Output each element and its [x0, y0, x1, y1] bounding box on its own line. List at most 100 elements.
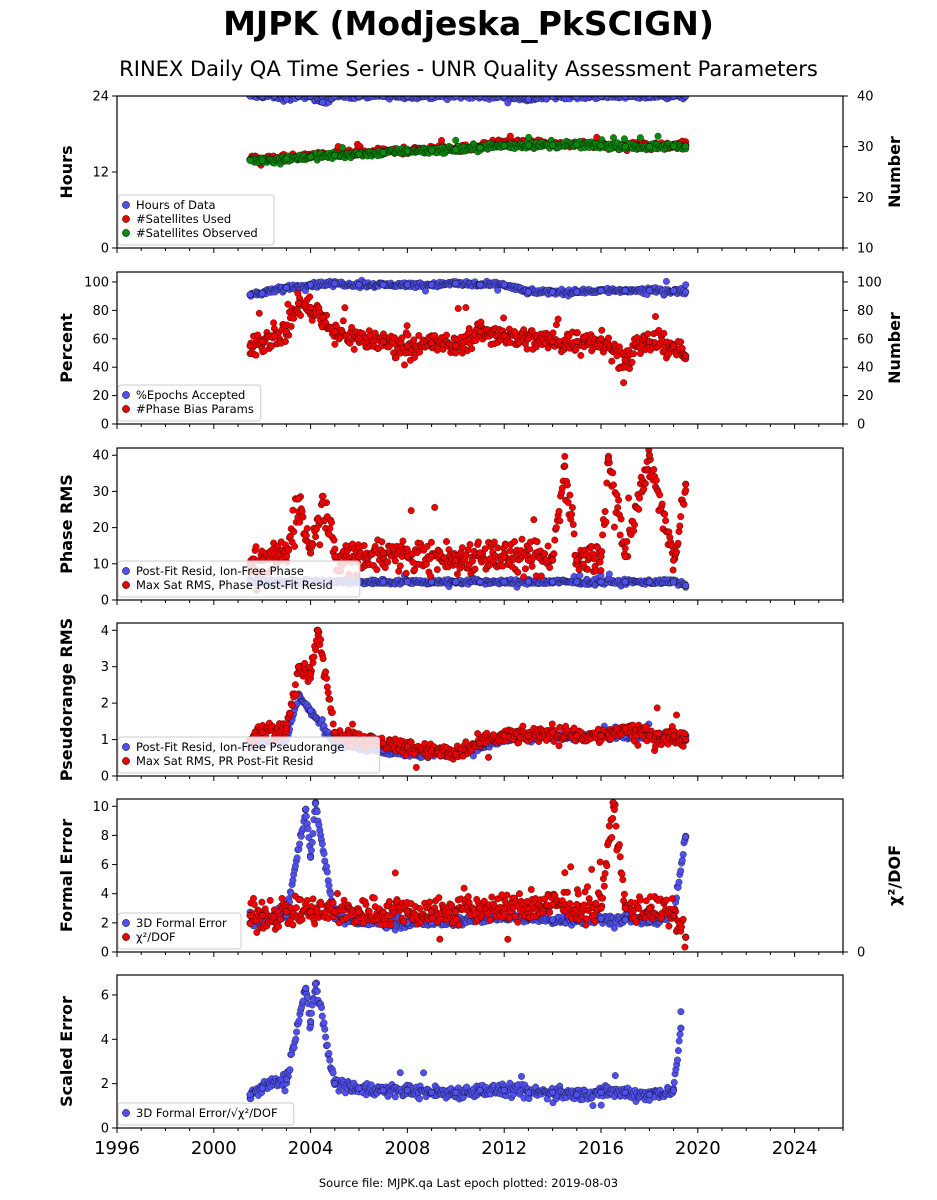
data-point: [549, 1088, 557, 1097]
data-point: [645, 732, 653, 740]
y-tick-label: 0: [101, 770, 109, 785]
panel-1-points: [246, 96, 690, 169]
data-point: [355, 281, 363, 289]
y-tick-label: 10: [92, 800, 109, 815]
data-point: [379, 96, 387, 100]
data-point: [452, 908, 460, 916]
y-right-tick-label: 40: [857, 90, 874, 105]
x-tick-label: 1996: [94, 1138, 140, 1159]
data-point: [645, 286, 653, 295]
data-point: [355, 553, 363, 561]
data-point: [597, 904, 605, 912]
y-right-tick-label: 20: [857, 191, 874, 206]
y-axis-label-right: χ²/DOF: [885, 845, 904, 906]
data-point: [573, 556, 581, 564]
y-tick-label: 2: [101, 1077, 109, 1092]
data-point: [670, 96, 678, 100]
series-6-1: [246, 979, 685, 1110]
data-point: [319, 313, 327, 322]
legend-label: 3D Formal Error: [136, 916, 227, 930]
data-point: [524, 556, 532, 564]
data-point: [403, 96, 411, 100]
data-point: [331, 151, 339, 159]
y-right-tick-label: 40: [857, 361, 874, 376]
data-point: [604, 455, 612, 463]
data-point: [500, 732, 508, 740]
data-point: [307, 1018, 315, 1026]
panel-6: 0 2 4 6 Scaled Error 1996 2000 2004 2008 2012 2016…: [57, 974, 844, 1159]
data-point: [403, 147, 411, 155]
data-point: [452, 342, 460, 350]
y-tick-label: 6: [101, 858, 109, 873]
y-tick-label: 20: [92, 389, 109, 404]
data-point: [549, 141, 557, 149]
data-point: [500, 281, 508, 289]
data-point: [621, 578, 629, 586]
data-point: [379, 281, 387, 289]
legend-marker: [122, 1109, 130, 1117]
x-tick-label: 2012: [481, 1138, 527, 1159]
legend-label: #Satellites Observed: [136, 226, 258, 240]
panel-6-points: [246, 979, 685, 1110]
legend-marker: [122, 757, 130, 765]
data-point: [682, 288, 690, 296]
data-point: [282, 96, 290, 103]
data-point: [549, 288, 557, 296]
data-point: [428, 553, 436, 561]
y-tick-label: 0: [101, 594, 109, 609]
data-point: [307, 908, 315, 916]
data-point: [319, 498, 327, 506]
y-tick-label: 8: [101, 829, 109, 844]
data-point: [645, 143, 653, 151]
y-tick-label: 100: [84, 275, 109, 290]
data-point: [476, 144, 484, 152]
data-point: [549, 728, 557, 736]
data-point: [452, 96, 460, 100]
data-point: [379, 739, 387, 747]
data-point: [311, 799, 319, 807]
legend-label: Max Sat RMS, Phase Post-Fit Resid: [136, 578, 333, 592]
data-point: [621, 904, 629, 912]
data-point: [682, 933, 690, 941]
y-tick-label: 24: [92, 90, 109, 105]
legend-marker: [122, 933, 130, 941]
data-point: [428, 908, 436, 916]
legend-marker: [122, 743, 130, 751]
data-point: [573, 732, 581, 740]
data-point: [621, 96, 629, 100]
data-point: [403, 743, 411, 751]
legend-label: Hours of Data: [136, 198, 216, 212]
y-tick-label: 0: [101, 242, 109, 257]
data-point: [524, 1088, 532, 1097]
legend-marker: [122, 201, 130, 209]
data-point: [282, 155, 290, 163]
legend-label: χ²/DOF: [136, 930, 176, 944]
data-point: [355, 908, 363, 916]
y-right-tick-label: 0: [857, 418, 865, 433]
data-point: [645, 904, 653, 912]
data-point: [670, 556, 678, 564]
data-point: [302, 805, 310, 813]
data-point: [524, 578, 532, 586]
data-point: [355, 96, 363, 100]
y-right-tick-label: 60: [857, 332, 874, 347]
y-axis-label-right: Number: [885, 312, 904, 384]
y-right-tick-label: 30: [857, 140, 874, 155]
legend: Post-Fit Resid, Ion-Free PseudorangeMax …: [117, 736, 381, 774]
data-point: [307, 706, 315, 714]
legend-marker: [122, 391, 130, 399]
y-tick-label: 0: [101, 418, 109, 433]
data-point: [682, 480, 690, 488]
data-point: [670, 142, 678, 150]
data-point: [682, 833, 690, 841]
y-tick-label: 4: [101, 1033, 109, 1048]
data-point: [682, 352, 690, 360]
data-point: [403, 578, 411, 586]
y-right-tick-label: 80: [857, 304, 874, 319]
panel-2: 0 20 40 60 80 100 0 20 40 60 80 100 Percent Number %Ep…: [57, 271, 904, 433]
data-point: [476, 328, 484, 336]
data-point: [258, 1084, 266, 1092]
data-point: [428, 746, 436, 755]
